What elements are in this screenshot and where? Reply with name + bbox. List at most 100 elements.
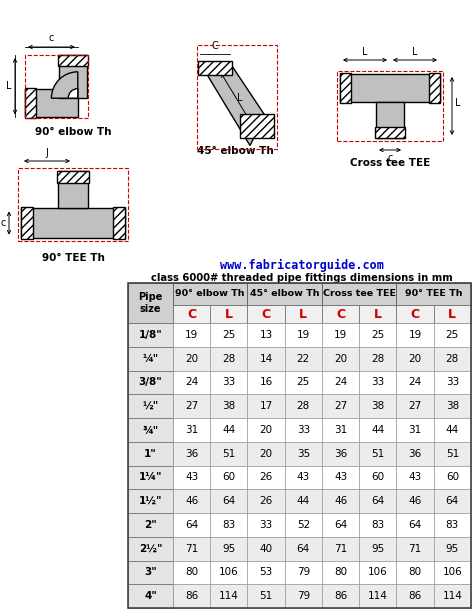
Bar — [285, 513, 322, 537]
Bar — [322, 394, 359, 418]
Bar — [128, 442, 173, 465]
Text: 17: 17 — [259, 401, 273, 411]
Bar — [337, 71, 443, 141]
Bar — [396, 465, 434, 489]
Wedge shape — [51, 72, 78, 98]
Text: 33: 33 — [259, 520, 273, 530]
Bar — [434, 418, 471, 442]
Text: 83: 83 — [222, 520, 236, 530]
Text: J: J — [46, 148, 48, 158]
Bar — [322, 513, 359, 537]
Text: L: L — [237, 93, 243, 103]
Bar — [128, 394, 173, 418]
Bar — [25, 55, 88, 118]
Bar — [128, 537, 173, 560]
Text: 80: 80 — [185, 568, 198, 577]
Text: 71: 71 — [334, 544, 347, 554]
Text: 60: 60 — [371, 473, 384, 482]
Text: 79: 79 — [297, 591, 310, 601]
Text: Pipe
size: Pipe size — [138, 292, 163, 314]
Bar — [128, 418, 173, 442]
Text: 25: 25 — [446, 330, 459, 340]
Polygon shape — [375, 127, 405, 138]
Text: ¼": ¼" — [142, 354, 159, 364]
Text: 1¼": 1¼" — [139, 473, 162, 482]
Bar — [396, 347, 434, 370]
Text: 33: 33 — [371, 378, 384, 387]
Text: 106: 106 — [368, 568, 388, 577]
Text: 80: 80 — [409, 568, 422, 577]
Text: C: C — [211, 41, 219, 51]
Text: 106: 106 — [219, 568, 239, 577]
Bar — [396, 394, 434, 418]
Bar — [247, 394, 285, 418]
Bar — [285, 347, 322, 370]
Polygon shape — [25, 89, 78, 118]
Polygon shape — [58, 55, 88, 66]
Bar — [247, 584, 285, 608]
Text: 44: 44 — [371, 425, 384, 435]
Bar — [322, 418, 359, 442]
Text: 64: 64 — [297, 544, 310, 554]
Text: 19: 19 — [297, 330, 310, 340]
Bar — [173, 305, 471, 323]
Bar — [247, 442, 285, 465]
Bar — [210, 305, 247, 323]
Bar — [247, 370, 285, 394]
Text: 19: 19 — [185, 330, 198, 340]
Bar — [173, 418, 210, 442]
Text: 80: 80 — [334, 568, 347, 577]
Text: 86: 86 — [409, 591, 422, 601]
Text: 90° elbow Th: 90° elbow Th — [35, 127, 111, 137]
Text: 22: 22 — [297, 354, 310, 364]
Text: 24: 24 — [185, 378, 198, 387]
Text: 2": 2" — [144, 520, 157, 530]
Text: 43: 43 — [409, 473, 422, 482]
Bar — [322, 305, 359, 323]
Text: 1½": 1½" — [139, 496, 162, 506]
Bar — [434, 347, 471, 370]
Text: 26: 26 — [259, 496, 273, 506]
Text: 38: 38 — [222, 401, 236, 411]
Bar — [128, 513, 173, 537]
Text: L: L — [7, 81, 12, 91]
Text: 36: 36 — [409, 449, 422, 459]
Text: 71: 71 — [185, 544, 198, 554]
Bar — [322, 489, 359, 513]
Text: 27: 27 — [185, 401, 198, 411]
Text: 28: 28 — [371, 354, 384, 364]
Text: c: c — [0, 218, 6, 228]
Bar — [128, 283, 471, 305]
Bar — [247, 305, 285, 323]
Polygon shape — [57, 171, 89, 183]
Bar — [434, 584, 471, 608]
Text: 43: 43 — [334, 473, 347, 482]
Bar — [322, 560, 359, 584]
Bar — [128, 584, 173, 608]
Bar — [396, 305, 434, 323]
Bar — [173, 394, 210, 418]
Bar — [285, 560, 322, 584]
Text: 24: 24 — [334, 378, 347, 387]
Bar — [434, 394, 471, 418]
Text: 20: 20 — [185, 354, 198, 364]
Text: 43: 43 — [185, 473, 198, 482]
Bar — [197, 45, 277, 148]
Text: c: c — [387, 153, 392, 163]
Text: 106: 106 — [443, 568, 462, 577]
Bar — [247, 465, 285, 489]
Text: 60: 60 — [222, 473, 236, 482]
Text: 64: 64 — [371, 496, 384, 506]
Bar — [359, 513, 396, 537]
Polygon shape — [113, 207, 125, 238]
Bar — [322, 347, 359, 370]
Bar — [210, 323, 247, 347]
Bar — [128, 323, 173, 347]
Text: 31: 31 — [334, 425, 347, 435]
Bar — [359, 347, 396, 370]
Bar — [210, 537, 247, 560]
Bar — [210, 347, 247, 370]
Text: Cross tee TEE: Cross tee TEE — [323, 289, 396, 299]
Bar — [173, 305, 210, 323]
Polygon shape — [200, 63, 265, 145]
